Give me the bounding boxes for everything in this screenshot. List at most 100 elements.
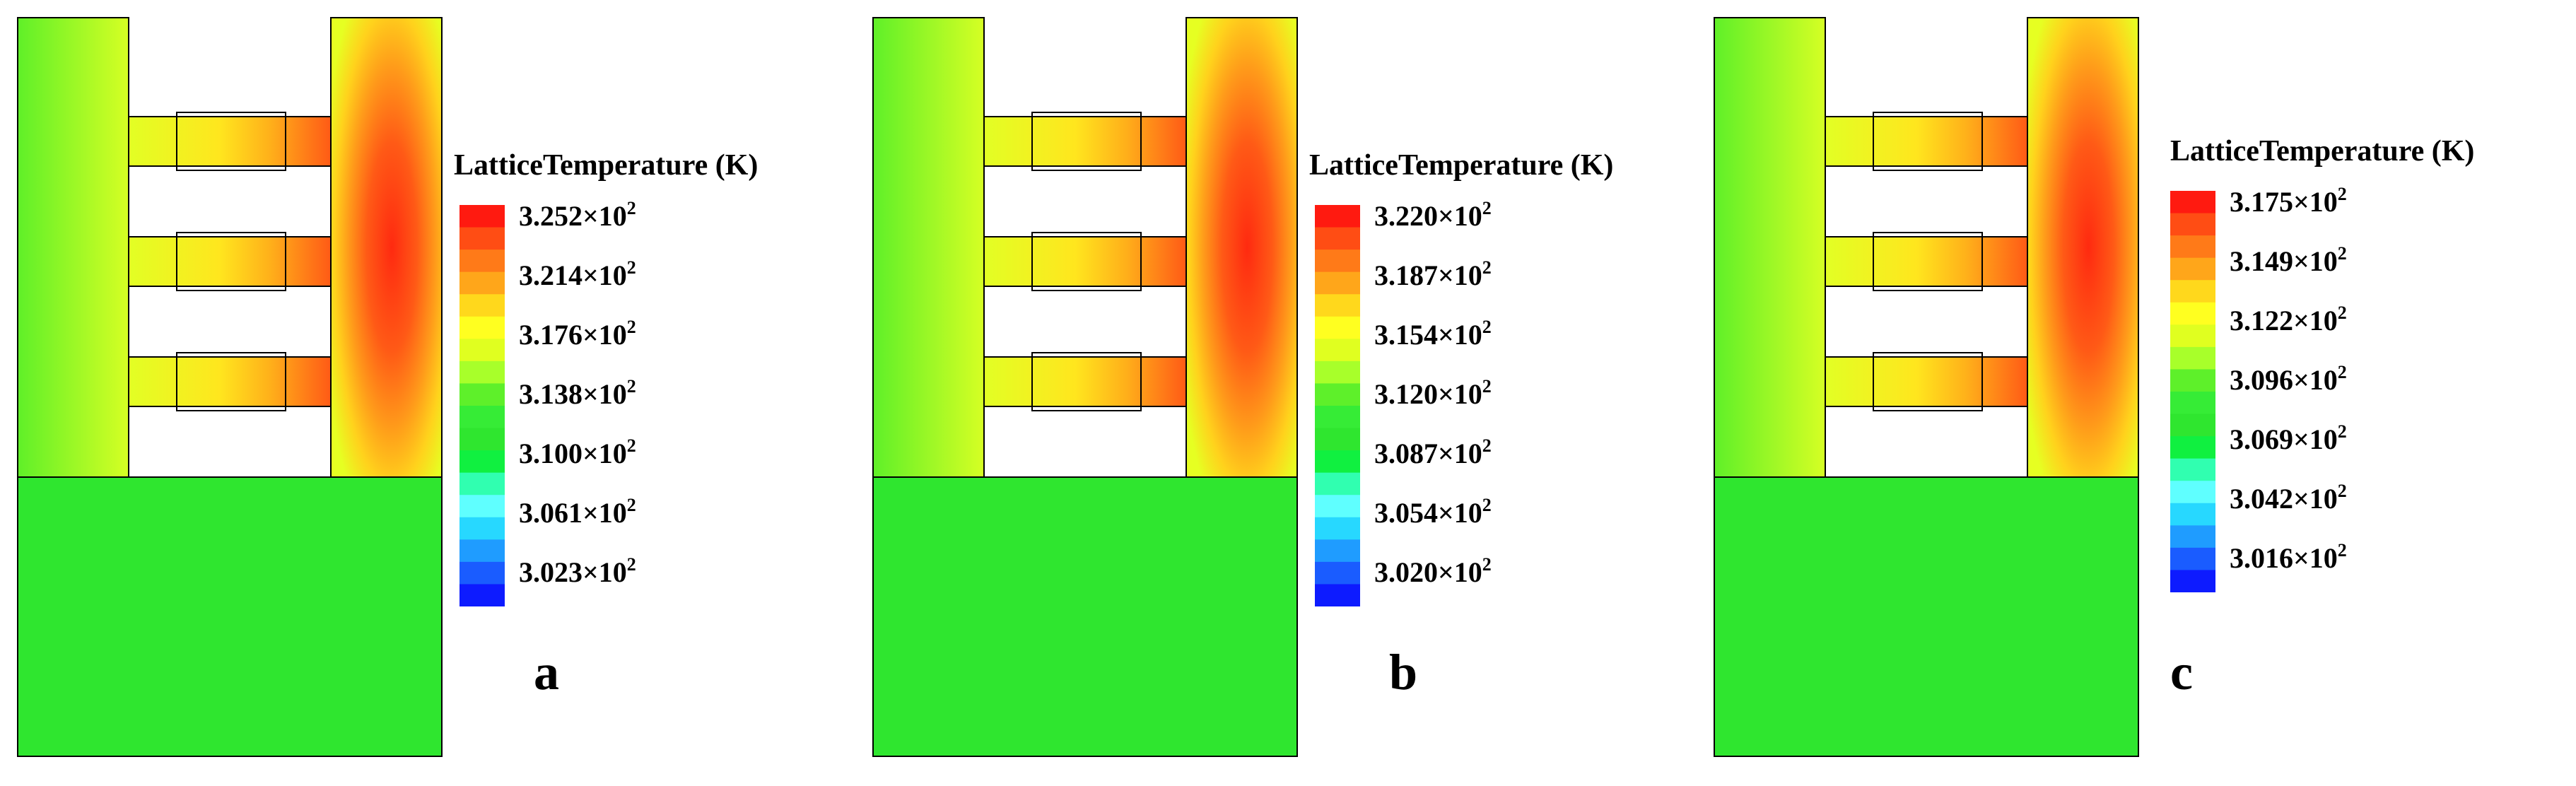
tick-exponent: 2 — [1482, 495, 1492, 515]
left-electrode — [1714, 17, 1826, 478]
colorbar-segment — [2170, 191, 2215, 214]
tick-exponent: 2 — [626, 317, 636, 337]
gate-outline — [1031, 352, 1142, 411]
colorbar-segment — [2170, 481, 2215, 504]
substrate — [17, 476, 443, 757]
tick-mantissa: 3.069×10 — [2230, 423, 2338, 455]
colorbar-tick-label: 3.214×102 — [519, 259, 636, 291]
tick-exponent: 2 — [626, 257, 636, 278]
tick-mantissa: 3.016×10 — [2230, 542, 2338, 574]
gate-outline — [1873, 112, 1983, 171]
tick-mantissa: 3.120×10 — [1374, 378, 1482, 410]
tick-mantissa: 3.054×10 — [1374, 497, 1482, 529]
tick-exponent: 2 — [2337, 303, 2347, 323]
colorbar-segment — [1315, 539, 1360, 563]
colorbar-segment — [459, 316, 505, 339]
colorbar-segment — [2170, 547, 2215, 570]
tick-mantissa: 3.252×10 — [519, 200, 627, 232]
colorbar-segment — [1315, 205, 1360, 228]
colorbar-tick-label: 3.020×102 — [1374, 556, 1492, 588]
colorbar-tick-label: 3.087×102 — [1374, 437, 1492, 468]
right-electrode — [2027, 17, 2139, 478]
panel-letter: b — [1389, 644, 1418, 700]
colorbar-segment — [1315, 450, 1360, 474]
colorbar-segment — [1315, 428, 1360, 451]
tick-exponent: 2 — [2337, 481, 2347, 501]
colorbar-tick-label: 3.054×102 — [1374, 496, 1492, 529]
colorbar-segment — [2170, 369, 2215, 392]
colorbar-segment — [2170, 570, 2215, 592]
channel — [1825, 356, 2028, 407]
colorbar-segment — [459, 561, 505, 585]
tick-mantissa: 3.220×10 — [1374, 200, 1482, 232]
tick-mantissa: 3.020×10 — [1374, 556, 1482, 588]
colorbar-tick-label: 3.061×102 — [519, 496, 636, 529]
colorbar-tick-label: 3.252×102 — [519, 199, 636, 232]
left-electrode — [17, 17, 129, 478]
colorbar-segment — [459, 495, 505, 518]
gate-outline — [176, 232, 286, 291]
tick-mantissa: 3.176×10 — [519, 319, 627, 351]
colorbar-segment — [459, 450, 505, 474]
colorbar-segment — [459, 584, 505, 606]
panel-letter: c — [2170, 644, 2193, 700]
device-temperature-map — [1714, 17, 2139, 757]
colorbar-segment — [2170, 302, 2215, 325]
colorbar-segment — [1315, 561, 1360, 585]
tick-exponent: 2 — [1482, 257, 1492, 278]
tick-exponent: 2 — [626, 554, 636, 575]
tick-exponent: 2 — [2337, 184, 2347, 204]
colorbar-segment — [459, 428, 505, 451]
tick-exponent: 2 — [626, 495, 636, 515]
colorbar-tick-label: 3.149×102 — [2230, 245, 2347, 276]
colorbar-tick-label: 3.016×102 — [2230, 541, 2347, 574]
channel — [983, 356, 1187, 407]
tick-exponent: 2 — [626, 198, 636, 218]
panel-c: LatticeTemperature (K) 3.175×102 3.149×10… — [1697, 0, 2576, 786]
gate-outline — [1031, 112, 1142, 171]
tick-exponent: 2 — [1482, 198, 1492, 218]
tick-mantissa: 3.096×10 — [2230, 364, 2338, 396]
colorbar-segment — [2170, 346, 2215, 370]
legend-title: LatticeTemperature (K) — [454, 149, 759, 182]
tick-mantissa: 3.042×10 — [2230, 483, 2338, 515]
panel-b: LatticeTemperature (K) 3.220×102 3.187×10… — [855, 0, 1704, 786]
tick-mantissa: 3.061×10 — [519, 497, 627, 529]
colorbar-segment — [459, 205, 505, 228]
colorbar-tick-label: 3.187×102 — [1374, 259, 1492, 290]
colorbar-segment — [1315, 383, 1360, 406]
colorbar-segment — [2170, 257, 2215, 281]
colorbar-segment — [1315, 406, 1360, 429]
tick-mantissa: 3.100×10 — [519, 438, 627, 469]
gate-outline — [1031, 232, 1142, 291]
colorbar-segment — [459, 339, 505, 362]
colorbar-tick-label: 3.023×102 — [519, 556, 636, 587]
left-electrode — [872, 17, 985, 478]
colorbar-segment — [2170, 436, 2215, 459]
colorbar-segment — [1315, 495, 1360, 518]
colorbar-segment — [1315, 227, 1360, 250]
channel — [1825, 236, 2028, 287]
legend-title: LatticeTemperature (K) — [2170, 135, 2475, 168]
substrate — [872, 476, 1298, 757]
colorbar-tick-label: 3.122×102 — [2230, 304, 2347, 335]
colorbar-segment — [459, 406, 505, 429]
colorbar-tick-label: 3.100×102 — [519, 437, 636, 469]
colorbar-tick-label: 3.220×102 — [1374, 199, 1492, 232]
colorbar — [2170, 191, 2215, 592]
colorbar-segment — [2170, 324, 2215, 348]
colorbar — [459, 205, 505, 606]
channel — [128, 356, 332, 407]
panel-a: LatticeTemperature (K) 3.252×102 3.214×10… — [0, 0, 848, 786]
tick-exponent: 2 — [2337, 540, 2347, 561]
colorbar-segment — [459, 294, 505, 317]
substrate — [1714, 476, 2139, 757]
colorbar — [1315, 205, 1360, 606]
tick-mantissa: 3.214×10 — [519, 259, 627, 291]
colorbar-segment — [2170, 458, 2215, 481]
tick-exponent: 2 — [2337, 421, 2347, 442]
gate-outline — [176, 112, 286, 171]
colorbar-segment — [2170, 392, 2215, 415]
colorbar-segment — [2170, 413, 2215, 437]
colorbar-segment — [1315, 360, 1360, 384]
